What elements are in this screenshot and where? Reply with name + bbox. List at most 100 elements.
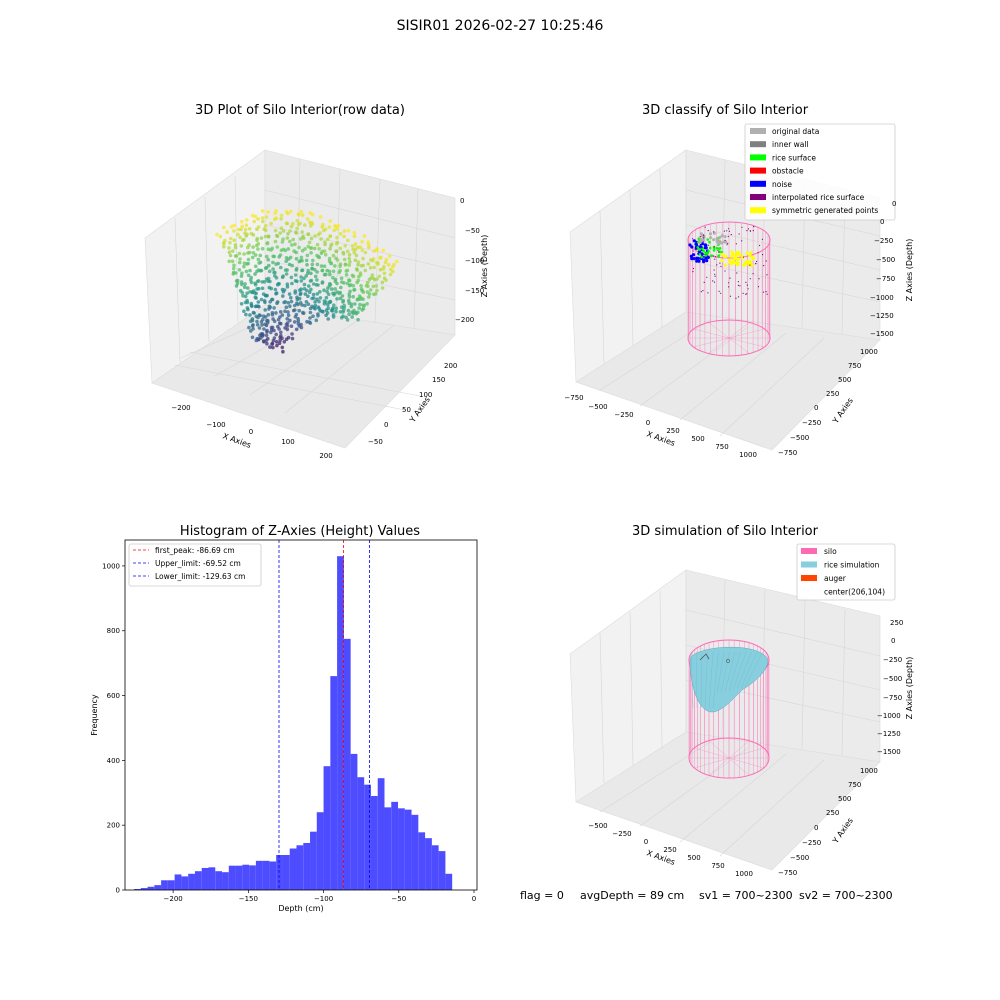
p4-ztick: −1250 (877, 730, 901, 738)
p1-point (315, 278, 319, 282)
p4-ytick: 250 (826, 809, 839, 817)
p2-legend-label: rice surface (772, 153, 816, 162)
p1-point (318, 296, 323, 300)
p2-interpolated-point (714, 258, 716, 260)
p3-bar (411, 814, 419, 890)
p1-point (256, 247, 260, 251)
p1-point (309, 251, 313, 255)
p1-point (326, 317, 331, 321)
p1-point (288, 239, 292, 244)
p1-point (284, 337, 289, 342)
p1-point (292, 303, 297, 308)
p1-point (263, 308, 268, 312)
p3-bar (215, 871, 223, 890)
p2-rice-point (717, 254, 721, 257)
p1-point (283, 309, 287, 314)
p1-point (265, 321, 270, 325)
p1-point (239, 244, 244, 248)
p1-point (305, 217, 310, 221)
p2-silo-floor-spoke (728, 337, 765, 348)
p2-interpolated-point (692, 267, 695, 270)
p4-silo-floor-spoke (708, 740, 730, 759)
p4-rice-mesh (720, 651, 730, 694)
p3-bar (438, 851, 446, 890)
p1-point (309, 287, 313, 292)
p4-xtick: 0 (644, 838, 648, 846)
p1-point (361, 290, 366, 294)
p2-interpolated-point (753, 226, 755, 228)
p1-ztick: −50 (465, 227, 480, 235)
p1-point (249, 301, 254, 306)
p2-xtick: −250 (614, 411, 633, 419)
p2-noise-point (700, 252, 704, 256)
p1-point (238, 288, 243, 293)
p1-point (222, 225, 226, 230)
p3-bar (242, 864, 250, 890)
p1-point (239, 302, 244, 306)
p1-point (286, 301, 291, 305)
p1-point (311, 282, 316, 286)
p1-point (304, 258, 309, 263)
p2-symmetric-point (722, 254, 727, 258)
p1-point (319, 264, 324, 268)
p1-point (359, 284, 363, 288)
p2-interpolated-point (746, 230, 748, 232)
p1-point (277, 341, 282, 346)
p1-point (293, 291, 298, 295)
p2-xtick: 0 (646, 419, 650, 427)
p1-point (251, 327, 255, 331)
p2-interpolated-point (742, 292, 744, 294)
p1-point (335, 235, 339, 240)
p4-rice-mesh (708, 651, 714, 709)
p3-bar (445, 873, 453, 890)
p1-point (298, 237, 303, 241)
p3-xtick: −150 (239, 895, 258, 903)
p1-point (334, 256, 338, 261)
p1-point (314, 283, 319, 287)
p3-bar (316, 812, 324, 890)
p1-point (303, 292, 308, 296)
p2-legend-swatch (750, 180, 766, 187)
p1-point (286, 211, 290, 216)
p1-point (333, 264, 337, 268)
p4-ylabel: Y Axies (830, 816, 855, 846)
p2-silo-rim (687, 221, 771, 259)
p2-ytick: 0 (814, 404, 818, 412)
p2-interpolated-point (714, 256, 717, 258)
p1-point (378, 267, 383, 272)
p2-legend-box (744, 123, 896, 221)
p1-point (358, 302, 362, 307)
p4-xtick: 750 (711, 862, 724, 870)
p1-point (368, 288, 373, 292)
p2-symmetric-point (742, 263, 746, 267)
p2-interpolated-point (728, 228, 730, 230)
p1-point (274, 340, 279, 344)
p1-point (272, 306, 276, 310)
p4-ytick: 0 (814, 824, 818, 832)
p3-xtick: 0 (472, 895, 476, 903)
p1-point (264, 323, 269, 328)
p4-rice-mesh (736, 651, 752, 690)
p1-point (222, 244, 226, 249)
p3-bar (269, 861, 277, 890)
p1-point (286, 232, 290, 236)
p2-xtick: 500 (691, 435, 704, 443)
p1-point (322, 288, 326, 293)
p2-noise-point (696, 256, 700, 260)
p1-point (340, 294, 345, 298)
p1-point (315, 262, 320, 267)
p1-point (307, 290, 312, 295)
p1-point (296, 222, 301, 227)
p1-point (243, 294, 248, 299)
p2-interpolated-point (726, 244, 728, 246)
p1-point (248, 268, 252, 273)
p1-point (372, 265, 377, 270)
p2-symmetric-point (749, 251, 753, 255)
p1-point (256, 315, 260, 320)
p1-point (367, 295, 371, 299)
p1-point (259, 320, 264, 324)
p1-point (264, 293, 268, 298)
p2-xtick: −750 (564, 394, 583, 402)
p4-rice-mesh (732, 651, 747, 691)
